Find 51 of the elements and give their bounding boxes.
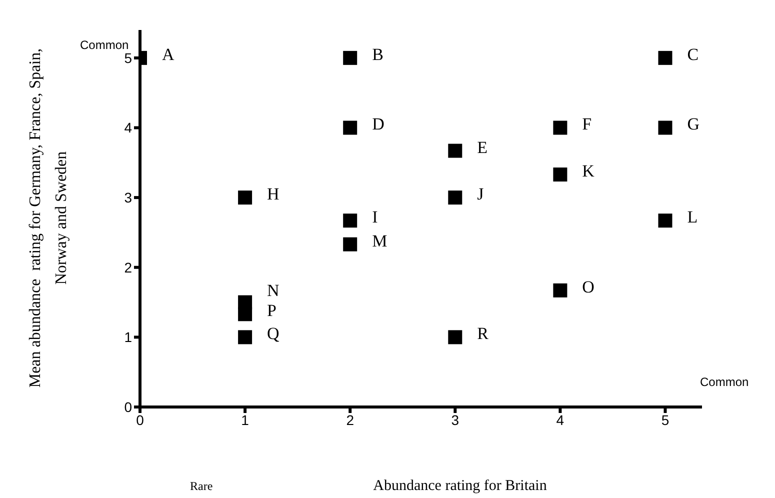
annotation: E <box>477 138 488 157</box>
annotation: A <box>162 44 175 64</box>
x-tick-label: 5 <box>661 412 670 428</box>
x-tick-label: 3 <box>451 412 460 428</box>
annotation: P <box>267 301 277 320</box>
point <box>238 307 252 322</box>
point <box>343 50 358 65</box>
point <box>658 50 672 65</box>
annotation: G <box>687 114 700 134</box>
y-axis-title: Mean abundance rating for Germany, France, Spain, Norway and Sweden <box>27 48 70 388</box>
point <box>238 330 252 344</box>
point <box>553 283 568 298</box>
x-tick-label: 4 <box>556 412 564 428</box>
point <box>553 168 568 182</box>
annotation: C <box>687 44 699 64</box>
x-tick-label: 2 <box>346 412 354 428</box>
x-tick-label: 1 <box>241 412 250 428</box>
annotation: D <box>372 114 384 134</box>
annotation: Common <box>700 375 749 389</box>
text: Common <box>80 38 129 52</box>
y-tick-label: 3 <box>124 190 132 206</box>
annotation: O <box>582 277 594 296</box>
annotation: R <box>477 324 490 344</box>
point <box>448 330 462 344</box>
y-tick-label: 4 <box>124 120 132 136</box>
point <box>553 120 568 135</box>
y-tick-label: 2 <box>124 259 132 276</box>
annotation: K <box>582 162 596 181</box>
x-axis-title: Abundance rating for Britain <box>373 478 548 494</box>
annotation: H <box>267 184 280 204</box>
point <box>448 144 462 158</box>
point <box>343 214 358 228</box>
point <box>448 190 462 205</box>
y-tick-label: 1 <box>124 329 132 346</box>
point <box>238 190 252 205</box>
annotation: L <box>687 208 698 227</box>
y-tick-label: 0 <box>124 398 132 415</box>
point <box>658 214 672 228</box>
y-tick-label: 5 <box>124 50 132 66</box>
x-tick-label: 0 <box>136 412 144 428</box>
point <box>343 237 358 252</box>
annotation: J <box>477 184 484 204</box>
text: Rare <box>190 479 213 493</box>
annotation: F <box>582 114 592 134</box>
annotation: N <box>267 281 280 300</box>
point <box>658 120 672 135</box>
annotation: M <box>372 231 388 250</box>
annotation: Q <box>267 324 280 344</box>
point <box>343 120 358 135</box>
annotation: I <box>372 208 378 227</box>
annotation: B <box>372 44 384 64</box>
